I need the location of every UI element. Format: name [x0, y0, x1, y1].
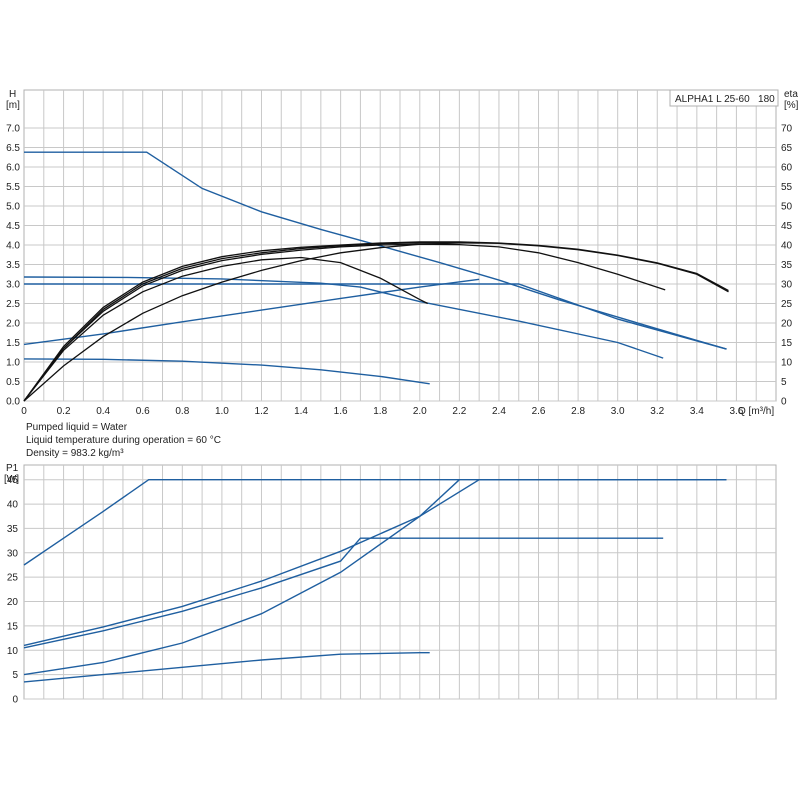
eta-axis-unit: [%]: [784, 100, 799, 111]
q-tick-label: 3.2: [650, 406, 664, 417]
p1-tick-label: 5: [12, 670, 18, 681]
h-tick-label: 1.0: [6, 358, 20, 369]
bottom-chart-ticks: 0 5 10 15 20 25 30 35 40 45: [7, 475, 19, 705]
eta-curve-6: [23, 243, 666, 402]
head-curve-0: [24, 151, 727, 350]
h-tick-label: 2.5: [6, 299, 20, 310]
p1-tick-label: 25: [7, 573, 19, 584]
p1-tick-label: 0: [12, 695, 18, 706]
eta-axis-label: eta: [784, 89, 798, 100]
top-chart-series: [23, 151, 729, 402]
p1-tick-label: 30: [7, 548, 19, 559]
p1-tick-label: 15: [7, 621, 19, 632]
eta-tick-label: 10: [781, 358, 793, 369]
eta-curve-9: [23, 242, 480, 402]
eta-tick-label: 0: [781, 397, 787, 408]
eta-curve-7: [23, 242, 729, 402]
h-tick-label: 0.5: [6, 377, 20, 388]
q-tick-label: 3.0: [611, 406, 625, 417]
p1-axis-label: P1: [6, 463, 19, 474]
top-chart-ticks: 0.0 0.5 1.0 1.5 2.0 2.5 3.0 3.5 4.0 4.5 5.0 5.5 6.0 6…: [6, 124, 792, 418]
h-tick-label: 6.0: [6, 163, 20, 174]
q-tick-label: 0.6: [136, 406, 150, 417]
eta-tick-label: 30: [781, 280, 793, 291]
h-tick-label: 0.0: [6, 397, 20, 408]
legend-label: ALPHA1 L 25-60 180: [675, 94, 775, 105]
q-tick-label: 2.4: [492, 406, 506, 417]
h-tick-label: 7.0: [6, 124, 20, 135]
q-tick-label: 2.2: [452, 406, 466, 417]
p1-tick-label: 10: [7, 646, 19, 657]
h-tick-label: 4.0: [6, 241, 20, 252]
h-axis-label: H: [9, 89, 16, 100]
eta-tick-label: 45: [781, 221, 793, 232]
eta-tick-label: 60: [781, 163, 793, 174]
head-curve-2: [23, 276, 664, 359]
bottom-chart-grid: [23, 464, 777, 700]
q-tick-label: 2.6: [532, 406, 546, 417]
q-tick-label: 1.8: [373, 406, 387, 417]
liquid-info: Pumped liquid = Water Liquid temperature…: [26, 421, 221, 460]
q-axis-label: Q [m³/h]: [738, 406, 774, 417]
h-tick-label: 4.5: [6, 221, 20, 232]
eta-tick-label: 65: [781, 143, 793, 154]
eta-tick-label: 20: [781, 319, 793, 330]
head-curve-1: [24, 283, 727, 350]
h-axis-unit: [m]: [6, 100, 20, 111]
eta-tick-label: 5: [781, 377, 787, 388]
q-tick-label: 3.4: [690, 406, 704, 417]
power-curve-2: [23, 479, 727, 647]
power-curve-3: [23, 479, 460, 676]
head-curve-3: [23, 278, 480, 346]
p1-tick-label: 40: [7, 500, 19, 511]
eta-curve-8: [23, 241, 729, 402]
q-tick-label: 1.4: [294, 406, 308, 417]
q-tick-label: 1.2: [255, 406, 269, 417]
h-tick-label: 3.0: [6, 280, 20, 291]
eta-tick-label: 35: [781, 260, 793, 271]
density-text: Density = 983.2 kg/m³: [26, 448, 124, 459]
h-tick-label: 6.5: [6, 143, 20, 154]
q-tick-label: 3.6: [729, 406, 743, 417]
q-tick-label: 0: [21, 406, 27, 417]
legend-box: [669, 89, 779, 107]
power-curve-1: [23, 537, 664, 649]
q-tick-label: 2.0: [413, 406, 427, 417]
eta-tick-label: 25: [781, 299, 793, 310]
p1-tick-label: 20: [7, 597, 19, 608]
eta-tick-label: 55: [781, 182, 793, 193]
h-tick-label: 5.5: [6, 182, 20, 193]
eta-curve-5: [23, 256, 428, 402]
power-curve-0: [23, 479, 727, 566]
q-tick-label: 0.8: [175, 406, 189, 417]
p1-tick-label: 35: [7, 524, 19, 535]
eta-tick-label: 70: [781, 124, 793, 135]
eta-tick-label: 15: [781, 338, 793, 349]
q-tick-label: 1.0: [215, 406, 229, 417]
h-tick-label: 2.0: [6, 319, 20, 330]
p1-tick-label: 45: [7, 475, 19, 486]
h-tick-label: 1.5: [6, 338, 20, 349]
head-curve-4: [23, 358, 430, 385]
liquid-temperature-text: Liquid temperature during operation = 60…: [26, 435, 221, 446]
h-tick-label: 3.5: [6, 260, 20, 271]
h-tick-label: 5.0: [6, 202, 20, 213]
pumped-liquid-text: Pumped liquid = Water: [26, 422, 128, 433]
bottom-chart-series: [23, 479, 727, 683]
q-tick-label: 1.6: [334, 406, 348, 417]
eta-tick-label: 50: [781, 202, 793, 213]
q-tick-label: 0.4: [96, 406, 110, 417]
q-tick-label: 0.2: [57, 406, 71, 417]
eta-tick-label: 40: [781, 241, 793, 252]
p1-axis-unit: [W]: [4, 474, 19, 485]
power-curve-4: [23, 652, 430, 683]
q-tick-label: 2.8: [571, 406, 585, 417]
